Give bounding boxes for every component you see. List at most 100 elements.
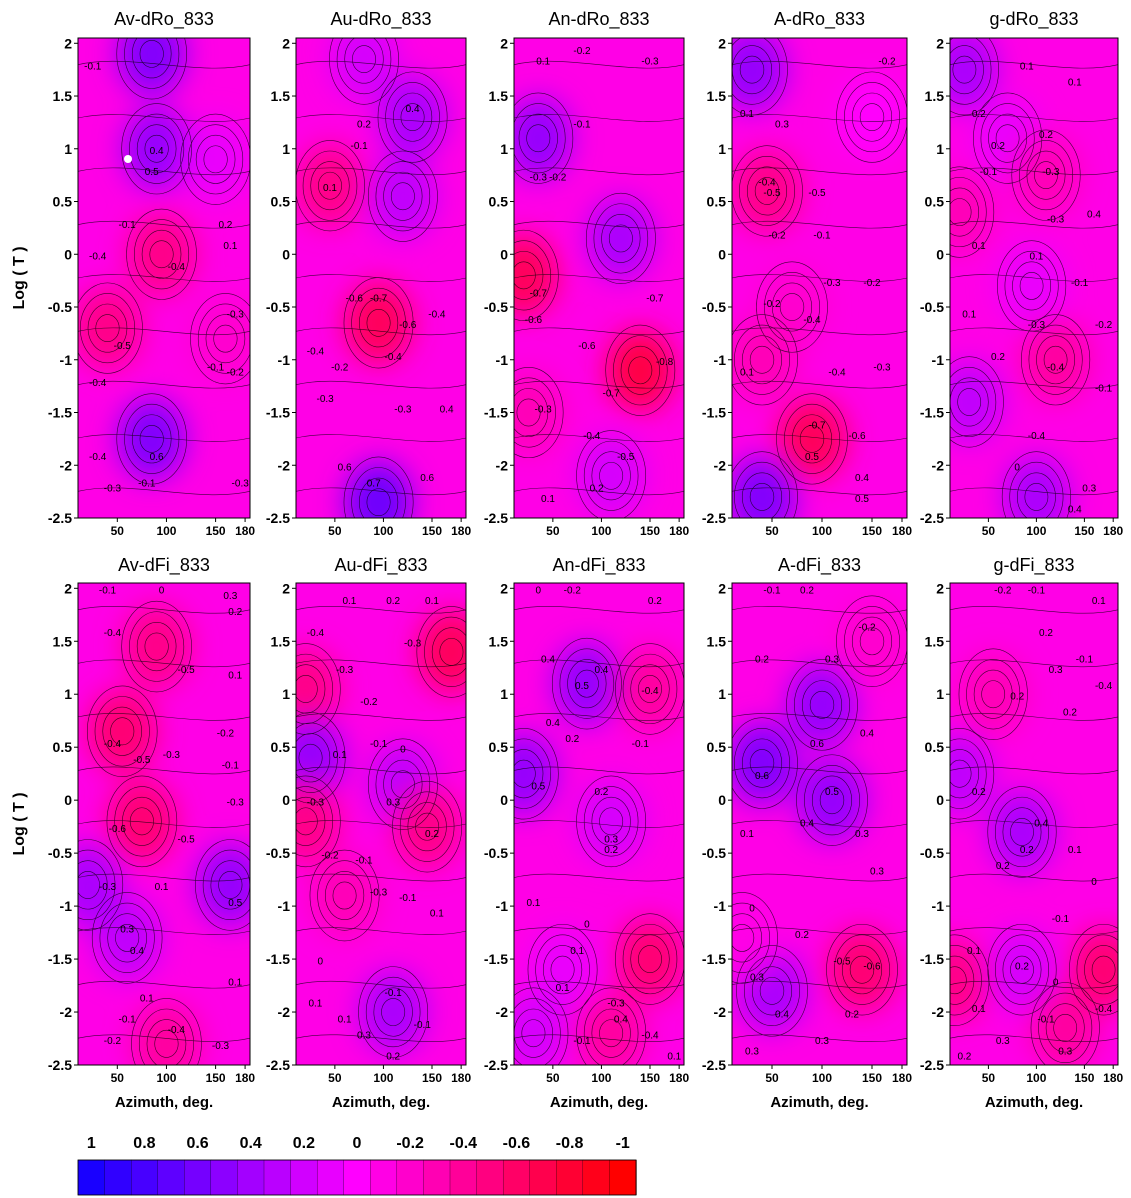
legend-label: 0.4 (240, 1135, 262, 1152)
y-tick-label: 0 (718, 792, 726, 808)
contour-line (732, 434, 907, 442)
contour-line (180, 113, 250, 205)
contour-label: 0.2 (565, 734, 579, 745)
contour-line (296, 733, 331, 783)
contour-label: -0.2 (573, 46, 591, 57)
contour-label: 0.4 (1068, 505, 1082, 516)
contour-line (732, 38, 780, 105)
contour-line (966, 659, 1021, 730)
contour-line (514, 388, 549, 437)
contour-line (859, 627, 885, 656)
contour-label: 0.5 (805, 452, 819, 463)
contour-line (366, 308, 391, 337)
contour-line (296, 980, 466, 989)
y-tick-label: 0.5 (707, 739, 727, 755)
contour-label: 0.1 (338, 1015, 352, 1026)
contour-line (309, 849, 380, 942)
x-axis-label: Azimuth, deg. (332, 1094, 430, 1111)
panel-title: A-dRo_833 (774, 9, 865, 30)
contour-label: -0.1 (99, 586, 117, 597)
y-tick-label: 1 (936, 141, 944, 157)
field-feature (122, 605, 192, 688)
y-tick-label: -1 (278, 352, 291, 368)
contour-line (771, 282, 813, 332)
contour-line (527, 923, 598, 1016)
contour-line (352, 45, 376, 73)
contour-line (514, 1034, 684, 1042)
contour-line (615, 913, 684, 1005)
contour-label: 0.6 (420, 473, 434, 484)
contour-label: -0.3 (394, 405, 412, 416)
contour-label: 0.1 (962, 310, 976, 321)
contour-line (514, 220, 684, 229)
panel-title: g-dFi_833 (993, 555, 1074, 576)
contour-label: 0.2 (218, 220, 232, 231)
contour-line (514, 606, 684, 614)
legend-swatch (104, 1159, 132, 1196)
contour-label: -0.7 (646, 294, 664, 305)
y-tick-label: -1 (60, 898, 73, 914)
y-tick-label: 1.5 (489, 633, 509, 649)
contour-label: -0.7 (530, 288, 548, 299)
contour-label: -0.6 (399, 320, 417, 331)
field-feature (514, 97, 573, 180)
field-feature (950, 939, 989, 1022)
contour-line (988, 113, 1028, 163)
contour-line (593, 203, 649, 274)
contour-line (431, 627, 466, 677)
field-feature (837, 600, 907, 683)
contour-line (622, 923, 678, 995)
panel-frame (295, 37, 467, 519)
contour-label: -0.1 (1052, 914, 1070, 925)
contour-line (804, 765, 860, 836)
contour-label: 0.4 (440, 405, 454, 416)
contour-label: 0.1 (556, 983, 570, 994)
field-feature (78, 843, 123, 926)
contour-label: -0.4 (641, 686, 659, 697)
panel-title: Av-dRo_833 (114, 9, 214, 30)
contour-label: 0.6 (338, 463, 352, 474)
y-tick-label: 2 (64, 35, 72, 51)
x-tick-label: 100 (812, 1071, 832, 1085)
contour-line (732, 327, 907, 336)
contour-label: -0.1 (414, 1020, 432, 1031)
contour-line (1045, 1003, 1085, 1053)
contour-line (392, 92, 433, 142)
y-tick-label: -2 (496, 457, 509, 473)
contour-label: 0.1 (430, 909, 444, 920)
contour-label: -0.6 (578, 341, 596, 352)
contour-line (390, 182, 415, 211)
contour-line (514, 873, 684, 882)
contour-line (129, 611, 185, 682)
contour-label: -0.5 (617, 452, 635, 463)
contour-line (599, 1019, 624, 1048)
contour-line (836, 71, 907, 163)
contour-label: 0.2 (648, 596, 662, 607)
contour-label: -0.1 (763, 586, 781, 597)
y-tick-label: -2.5 (266, 1057, 290, 1073)
contour-line (358, 298, 399, 348)
contour-line (732, 314, 798, 406)
contour-label: -0.2 (768, 230, 786, 241)
contour-line (576, 430, 647, 518)
y-tick-label: 0 (500, 792, 508, 808)
contour-line (1010, 818, 1034, 846)
field-feature (732, 722, 797, 805)
contour-line (1036, 335, 1076, 385)
contour-line (1028, 324, 1083, 395)
contour-label: -0.4 (1095, 1004, 1113, 1015)
contour-line (732, 274, 907, 282)
contour-line (741, 738, 783, 788)
contour-line (1004, 250, 1059, 321)
contour-line (78, 167, 250, 176)
y-tick-label: -2 (60, 457, 73, 473)
contour-label: -0.7 (603, 389, 621, 400)
contour-label: 0.2 (1039, 130, 1053, 141)
y-tick-label: 0.5 (271, 194, 291, 210)
x-tick-label: 150 (1074, 1071, 1094, 1085)
contour-label: 0.1 (155, 882, 169, 893)
contour-line (302, 150, 358, 221)
contour-line (141, 229, 182, 279)
y-tick-label: -2.5 (702, 510, 726, 526)
contour-line (950, 434, 1118, 442)
